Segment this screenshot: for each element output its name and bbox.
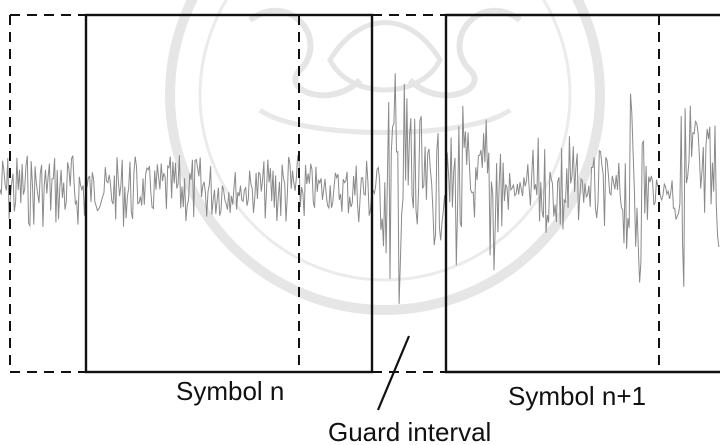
symbol-n1-label: Symbol n+1 bbox=[508, 381, 646, 411]
university-seal-watermark bbox=[165, 0, 605, 315]
guard-interval-label: Guard interval bbox=[328, 417, 491, 445]
guard-interval-pointer-line bbox=[376, 335, 411, 411]
waveform-trace bbox=[0, 73, 720, 304]
symbol-frames bbox=[9, 13, 720, 374]
symbol-n-box bbox=[84, 13, 374, 374]
previous-symbol-dashed-box bbox=[9, 14, 86, 373]
ofdm-waveform bbox=[0, 73, 720, 304]
symbol-n1-box bbox=[444, 13, 720, 374]
symbol-n-label: Symbol n bbox=[176, 376, 284, 406]
